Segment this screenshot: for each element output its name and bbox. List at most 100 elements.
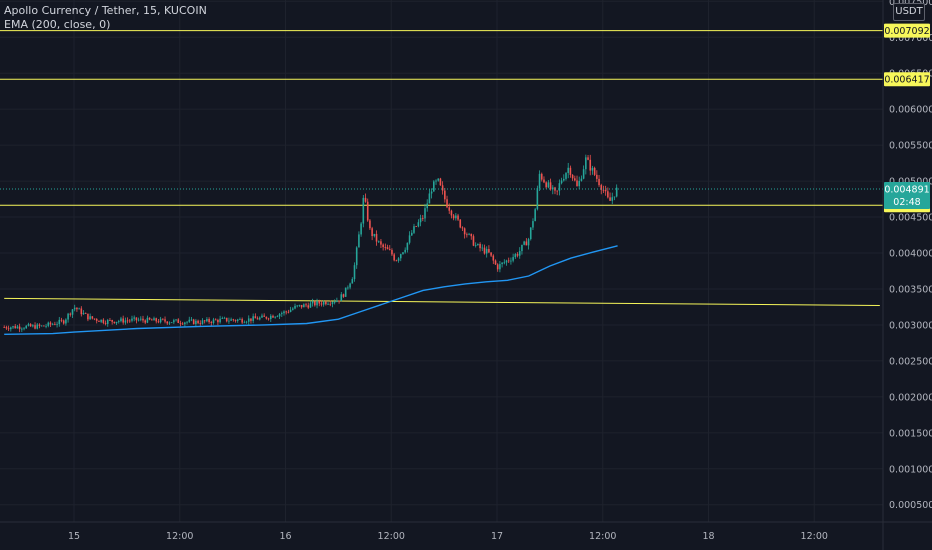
candle-body	[307, 305, 310, 308]
candle-body	[91, 316, 94, 319]
candle-body	[329, 303, 332, 305]
candle-body	[479, 244, 481, 249]
candle-body	[49, 322, 52, 325]
candle-body	[380, 241, 382, 245]
trend-line[interactable]	[4, 297, 880, 307]
candle-body	[587, 157, 589, 160]
candle-body	[210, 322, 213, 323]
candle-body	[547, 182, 550, 188]
candle-body	[62, 320, 65, 324]
horizontal-levels	[0, 30, 883, 206]
candle-body	[560, 180, 563, 184]
candle-body	[151, 319, 153, 321]
candle-body	[236, 319, 239, 321]
candle-body	[472, 236, 475, 246]
ema-line	[4, 245, 618, 335]
candle-body	[18, 326, 21, 330]
candle-body	[529, 227, 532, 240]
candle-body	[230, 319, 232, 321]
candle-body	[402, 252, 404, 255]
candle-body	[388, 249, 391, 251]
symbol-title[interactable]: Apollo Currency / Tether, 15, KUCOIN	[4, 4, 207, 17]
candle-body	[51, 324, 54, 325]
candle-body	[296, 305, 299, 307]
candle-body	[538, 173, 541, 189]
candle-body	[280, 313, 283, 315]
candle-body	[569, 167, 572, 175]
candle-body	[186, 321, 188, 323]
candle-body	[104, 322, 107, 324]
candle-body	[175, 319, 177, 321]
indicator-title[interactable]: EMA (200, close, 0)	[4, 18, 111, 31]
candle-body	[591, 167, 594, 171]
price-tick-label: 0.000500	[889, 500, 932, 511]
candle-body	[300, 304, 303, 308]
candle-body	[188, 319, 191, 322]
candle-body	[190, 319, 193, 321]
candle-body	[73, 307, 76, 310]
candle-body	[214, 319, 217, 321]
candle-body	[351, 279, 354, 284]
candle-body	[477, 244, 479, 246]
candle-body	[38, 324, 41, 326]
candle-body	[347, 287, 349, 289]
candle-body	[303, 304, 305, 308]
price-tick-label: 0.003500	[889, 284, 932, 295]
candle-body	[21, 328, 23, 330]
candle-body	[540, 173, 543, 180]
candle-body	[551, 187, 554, 190]
candle-body	[598, 178, 600, 186]
candle-body	[426, 203, 429, 209]
candle-body	[283, 311, 285, 314]
candle-body	[373, 233, 376, 237]
candle-body	[10, 327, 12, 330]
candle-body	[505, 260, 508, 263]
candle-body	[142, 318, 144, 321]
candle-body	[527, 239, 530, 246]
candle-body	[578, 180, 581, 187]
candle-body	[452, 215, 455, 219]
price-tick-label: 0.004500	[889, 213, 932, 224]
candle-body	[428, 193, 431, 204]
candle-body	[417, 222, 420, 227]
candle-body	[93, 318, 96, 320]
candle-body	[137, 319, 140, 321]
candle-body	[333, 301, 336, 303]
candle-body	[155, 318, 158, 322]
candle-body	[192, 319, 195, 325]
candle-body	[173, 320, 175, 323]
candle-body	[496, 264, 499, 270]
candle-body	[441, 185, 444, 191]
candle-body	[263, 315, 265, 317]
currency-badge[interactable]: USDT	[893, 3, 925, 21]
candle-body	[613, 196, 616, 198]
candle-body	[12, 326, 14, 328]
candle-body	[102, 319, 105, 323]
candle-body	[602, 189, 605, 191]
candle-body	[234, 320, 237, 321]
candle-body	[558, 183, 561, 191]
candle-body	[413, 226, 415, 233]
candle-body	[285, 311, 288, 313]
candle-body	[144, 320, 147, 323]
candle-body	[54, 324, 56, 325]
candle-body	[463, 228, 466, 235]
candle-body	[23, 328, 25, 330]
candle-body	[184, 322, 186, 325]
candle-body	[100, 319, 102, 322]
candle-body	[241, 319, 243, 323]
candle-body	[36, 324, 39, 329]
price-tick-label: 0.007000	[889, 33, 932, 44]
time-tick-label: 15	[68, 531, 80, 542]
level-price-label: 0.007092	[884, 26, 929, 37]
candle-body	[71, 309, 74, 315]
candle-body	[314, 301, 316, 306]
candle-body	[576, 180, 578, 187]
candle-body	[40, 325, 43, 327]
candle-body	[488, 248, 490, 253]
candle-body	[225, 317, 228, 322]
candle-body	[492, 255, 495, 261]
time-tick-label: 12:00	[166, 531, 193, 542]
candle-body	[521, 244, 523, 252]
